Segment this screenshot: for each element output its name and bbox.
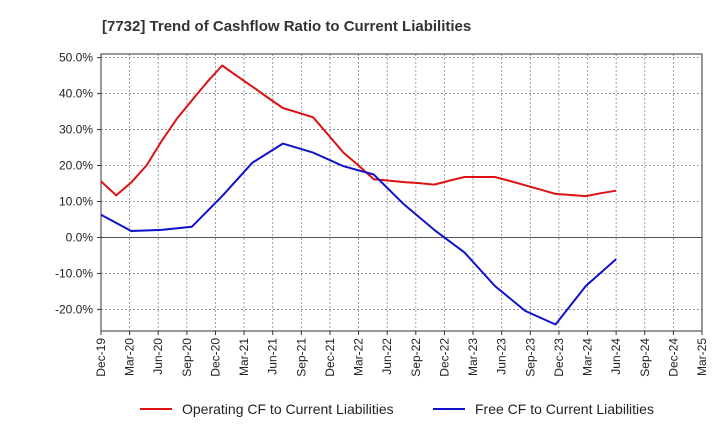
x-axis: Dec-19 Mar-20 Jun-20 Sep-20 Dec-20 Mar-21 Jun-… (94, 331, 709, 377)
y-tick-label: 50.0% (59, 51, 93, 65)
series-lines (100, 64, 617, 326)
plot-frame (100, 53, 703, 332)
x-tick-label: Jun-21 (266, 338, 280, 375)
x-tick-label: Sep-23 (523, 338, 537, 377)
y-axis: 50.0% 40.0% 30.0% 20.0% 10.0% 0.0% -10.0% -20.0… (55, 51, 101, 316)
x-tick-label: Jun-22 (380, 338, 394, 375)
x-tick-label: Mar-25 (695, 338, 709, 376)
x-tick-label: Sep-24 (638, 338, 652, 377)
y-tick-label: -10.0% (55, 266, 93, 280)
x-tick-label: Mar-22 (352, 338, 366, 376)
series-line-1 (100, 64, 617, 198)
x-tick-label: Dec-23 (552, 338, 566, 377)
x-tick-label: Jun-24 (609, 338, 623, 375)
x-tick-label: Dec-22 (437, 338, 451, 377)
x-tick-label: Sep-20 (180, 338, 194, 377)
y-tick-label: 30.0% (59, 123, 93, 137)
x-tick-label: Mar-21 (237, 338, 251, 376)
x-tick-label: Dec-19 (94, 338, 108, 377)
x-tick-label: Mar-20 (123, 338, 137, 376)
y-tick-label: -20.0% (55, 302, 93, 316)
x-tick-label: Dec-21 (323, 338, 337, 377)
grid (101, 54, 702, 331)
legend-label: Operating CF to Current Liabilities (182, 401, 394, 417)
y-tick-label: 0.0% (66, 230, 94, 244)
y-tick-label: 20.0% (59, 159, 93, 173)
chart-title: [7732] Trend of Cashflow Ratio to Curren… (102, 18, 471, 35)
series-line-2 (100, 142, 617, 326)
x-tick-label: Mar-24 (581, 338, 595, 376)
legend: Operating CF to Current Liabilities Free … (140, 401, 654, 417)
x-tick-label: Sep-22 (409, 338, 423, 377)
y-tick-label: 40.0% (59, 87, 93, 101)
x-tick-label: Sep-21 (294, 338, 308, 377)
x-tick-label: Dec-20 (208, 338, 222, 377)
legend-label: Free CF to Current Liabilities (475, 401, 654, 417)
y-tick-label: 10.0% (59, 194, 93, 208)
x-tick-label: Mar-23 (466, 338, 480, 376)
x-tick-label: Dec-24 (666, 338, 680, 377)
x-tick-label: Jun-23 (495, 338, 509, 375)
x-tick-label: Jun-20 (151, 338, 165, 375)
